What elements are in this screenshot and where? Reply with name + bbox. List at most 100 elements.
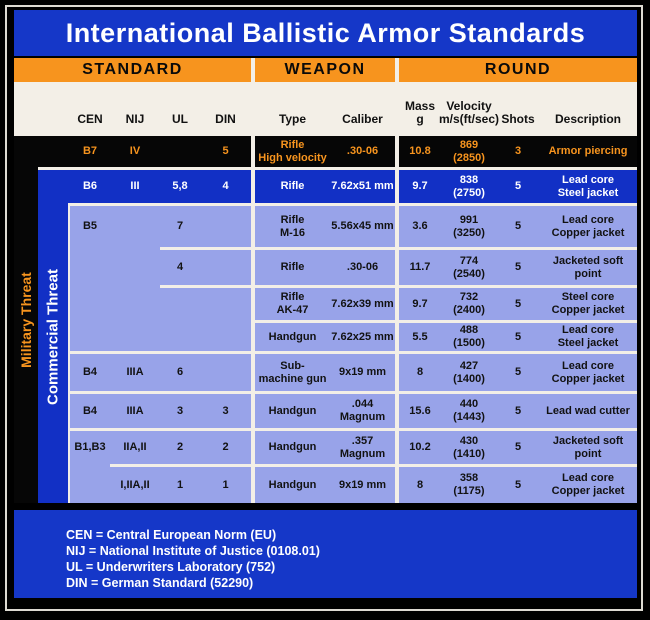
round-row: 5.5 488 (1500) 5 Lead core Steel jacket	[399, 323, 637, 351]
velocity-cell: 869 (2850)	[441, 136, 497, 167]
velocity-line2: (2540)	[453, 267, 485, 280]
type-line1: Rifle	[280, 261, 305, 273]
column-header-velocity: Velocity m/s(ft/sec)	[439, 82, 499, 136]
velocity-line2: (1500)	[453, 337, 485, 349]
type-line2: AK-47	[276, 304, 309, 316]
velocity-line1: 427	[459, 359, 479, 372]
velocity-line1: 991	[459, 213, 479, 226]
b5-subrows: 7 4	[110, 206, 251, 351]
nij-cell: IIIA	[126, 404, 144, 417]
table-body: Military Threat Commercial Threat B7 IV …	[14, 136, 637, 503]
column-header-nij-text: NIJ	[125, 112, 145, 126]
column-header-mass-line2: g	[416, 112, 424, 126]
title-bar: International Ballistic Armor Standards	[14, 10, 637, 56]
legend-footer: CEN = Central European Norm (EU) NIJ = N…	[14, 510, 637, 598]
description-line1: Lead core	[562, 359, 614, 372]
column-header-velocity-line1: Velocity	[446, 99, 492, 113]
description-line2: Copper jacket	[551, 304, 625, 316]
type-line2: High velocity	[258, 151, 327, 164]
weapon-row: Rifle .30-06	[255, 250, 395, 285]
commercial-threat-band: Commercial Threat	[38, 170, 68, 503]
description-line1: Lead core	[562, 472, 614, 484]
description-cell: Lead core Copper jacket	[539, 467, 637, 503]
type-line1: Rifle	[280, 138, 305, 151]
caliber-cell: .357 Magnum	[330, 431, 395, 464]
military-threat-band: Military Threat	[14, 136, 38, 503]
ul-cell: 7	[176, 220, 184, 232]
weapon-row: Handgun 7.62x25 mm	[255, 323, 395, 351]
type-cell: Rifle AK-47	[255, 288, 330, 320]
page-title: International Ballistic Armor Standards	[65, 17, 586, 48]
description-line1: Jacketed soft point	[552, 434, 624, 460]
column-header-description: Description	[539, 82, 637, 136]
weapon-section: Rifle High velocity .30-06 Rifle 7.62x51 …	[251, 136, 399, 503]
velocity-line1: 430	[459, 434, 479, 447]
velocity-line2: (2850)	[453, 151, 485, 164]
description-cell: Lead wad cutter	[539, 394, 637, 428]
standard-cells-row2: B6 III 5,8 4	[38, 170, 251, 203]
velocity-line2: (1175)	[453, 485, 485, 497]
mass-cell: 15.6	[409, 404, 431, 417]
subrow: 7	[110, 206, 251, 247]
ul-cell: 3	[176, 404, 184, 417]
weapon-row: Rifle AK-47 7.62x39 mm	[255, 288, 395, 320]
caliber-cell: .30-06	[330, 250, 395, 285]
velocity-line2: (1400)	[453, 372, 485, 385]
caliber-cell: 7.62x25 mm	[330, 323, 395, 351]
type-cell: Handgun	[255, 467, 330, 503]
caliber-line1: 7.62x25 mm	[331, 330, 394, 343]
type-line1: Handgun	[268, 330, 317, 343]
mass-cell: 9.7	[412, 297, 428, 310]
column-header-type-text: Type	[278, 112, 307, 126]
round-section: 10.8 869 (2850) 3 Armor piercing 9.7 838(…	[399, 136, 637, 503]
nij-cell	[110, 250, 160, 285]
weapon-row: Handgun .044 Magnum	[255, 394, 395, 428]
caliber-line1: 7.62x51 mm	[331, 180, 394, 192]
column-header-type: Type	[255, 82, 330, 136]
type-line1: Handgun	[268, 404, 317, 417]
nij-cell: IV	[129, 145, 141, 157]
velocity-cell: 430 (1410)	[441, 431, 497, 464]
nij-cell: IIA,II	[123, 441, 147, 453]
type-line1: Rifle	[280, 180, 305, 192]
round-row: 15.6 440 (1443) 5 Lead wad cutter	[399, 394, 637, 428]
velocity-cell: 358 (1175)	[441, 467, 497, 503]
description-cell: Jacketed soft point	[539, 431, 637, 464]
round-row: 10.2 430 (1410) 5 Jacketed soft point	[399, 431, 637, 464]
subrow: 4	[110, 250, 251, 285]
description-line1: Lead wad cutter	[546, 404, 630, 417]
caliber-line1: 5.56x45 mm	[331, 220, 394, 232]
column-header-description-text: Description	[554, 112, 621, 126]
din-cell: 4	[222, 180, 229, 192]
velocity-line1: 732	[459, 291, 479, 303]
ul-cell: 4	[176, 261, 184, 273]
round-row: 8 358 (1175) 5 Lead core Copper jacket	[399, 467, 637, 503]
subrow: I,IIA,II 1 1	[110, 467, 251, 503]
din-cell: 3	[222, 404, 229, 417]
velocity-line2: (2400)	[453, 304, 485, 316]
round-row: 11.7 774 (2540) 5 Jacketed soft point	[399, 250, 637, 285]
nij-cell: III	[130, 180, 140, 192]
row-separator	[38, 167, 251, 170]
legend-line-nij: NIJ = National Institute of Justice (010…	[66, 544, 320, 558]
description-line1: Steel core	[561, 291, 615, 303]
shots-cell: 5	[514, 261, 522, 273]
row-separator	[160, 247, 251, 250]
description-cell: Lead core Steel jacket	[539, 170, 637, 203]
ul-cell: 6	[176, 366, 184, 378]
velocity-line2: (1410)	[453, 447, 485, 460]
type-line2: M-16	[279, 226, 306, 239]
table-header: STANDARD WEAPON ROUND CEN NIJ UL DIN Typ…	[14, 58, 637, 136]
velocity-line1: 869	[459, 138, 479, 151]
b1b3-subrows: IIA,II 2 2 I,IIA,II 1 1	[110, 431, 251, 503]
description-cell: Lead core Steel jacket	[539, 323, 637, 351]
type-line2: machine gun	[258, 372, 327, 385]
caliber-line2: Magnum	[339, 411, 386, 423]
mass-cell: 5.5	[412, 330, 428, 343]
caliber-cell: .30-06	[330, 136, 395, 167]
caliber-cell: .044 Magnum	[330, 394, 395, 428]
din-cell: 2	[222, 441, 229, 453]
description-line2: Copper jacket	[551, 372, 625, 385]
legend-line-din: DIN = German Standard (52290)	[66, 576, 254, 590]
weapon-row: Handgun 9x19 mm	[255, 467, 395, 503]
